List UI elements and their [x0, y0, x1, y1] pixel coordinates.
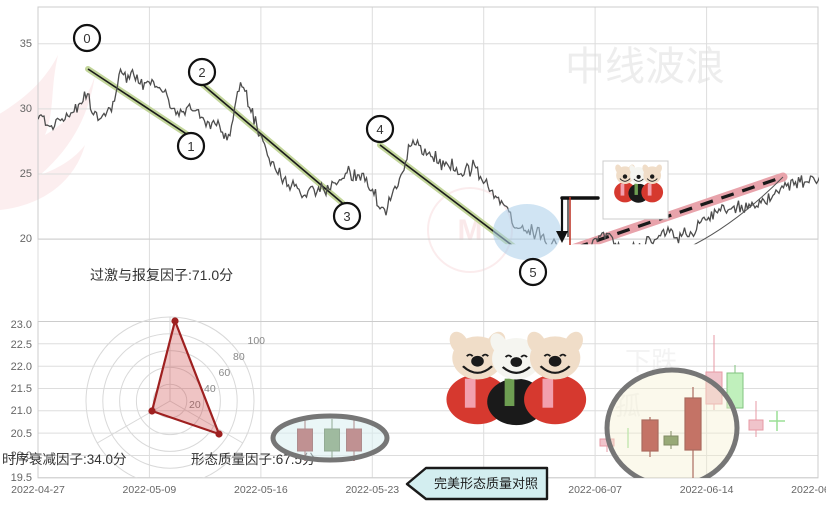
svg-text:21.5: 21.5	[11, 383, 32, 395]
svg-text:25: 25	[20, 168, 32, 180]
svg-text:完美形态质量对照: 完美形态质量对照	[434, 476, 538, 491]
svg-text:2: 2	[198, 65, 205, 80]
svg-text:4: 4	[376, 122, 383, 137]
svg-text:20.5: 20.5	[11, 428, 32, 440]
svg-text:0: 0	[83, 31, 90, 46]
svg-text:20: 20	[20, 233, 32, 245]
svg-text:22.0: 22.0	[11, 361, 32, 373]
svg-text:2022-05-09: 2022-05-09	[123, 484, 177, 496]
svg-text:时序衰减因子:34.0分: 时序衰减因子:34.0分	[2, 451, 127, 467]
svg-text:19.5: 19.5	[11, 472, 32, 484]
svg-text:40: 40	[204, 383, 216, 395]
svg-text:23.0: 23.0	[11, 319, 32, 331]
svg-text:3: 3	[343, 209, 350, 224]
svg-text:2022-06-21: 2022-06-21	[791, 484, 826, 496]
svg-text:中线波浪: 中线波浪	[565, 45, 725, 89]
svg-text:2022-06-14: 2022-06-14	[680, 484, 734, 496]
svg-text:过激与报复因子:71.0分: 过激与报复因子:71.0分	[90, 267, 233, 283]
svg-text:2022-04-27: 2022-04-27	[11, 484, 65, 496]
svg-text:35: 35	[20, 38, 32, 50]
svg-text:2022-06-07: 2022-06-07	[568, 484, 622, 496]
svg-text:21.0: 21.0	[11, 405, 32, 417]
svg-text:1: 1	[187, 139, 194, 154]
svg-text:100: 100	[248, 335, 266, 347]
svg-text:5: 5	[529, 265, 536, 280]
svg-text:2022-05-16: 2022-05-16	[234, 484, 288, 496]
svg-text:30: 30	[20, 103, 32, 115]
svg-text:22.5: 22.5	[11, 339, 32, 351]
svg-text:80: 80	[233, 351, 245, 363]
svg-text:2022-05-23: 2022-05-23	[345, 484, 399, 496]
svg-text:60: 60	[219, 367, 231, 379]
